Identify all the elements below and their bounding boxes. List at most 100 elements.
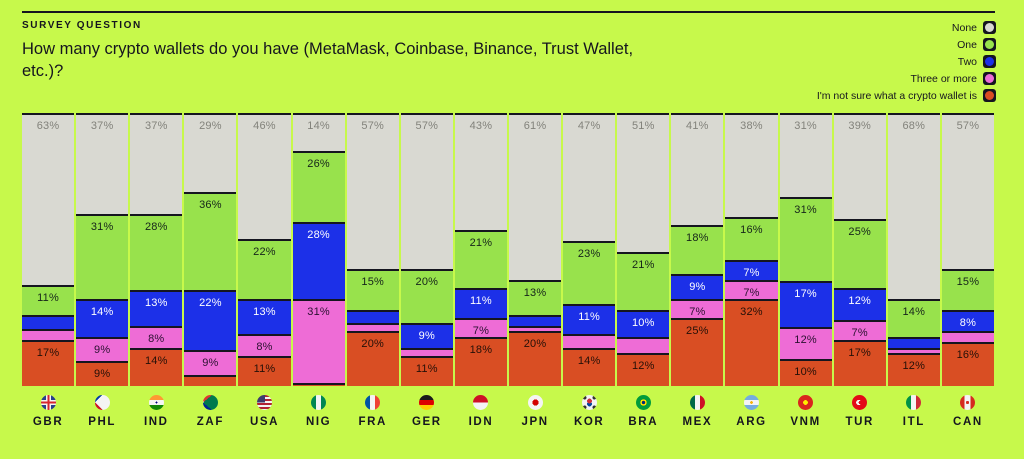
bar-value-label: 36%: [199, 199, 222, 212]
bar-segment-one: 20%: [400, 268, 453, 324]
vnm-flag-icon: [798, 394, 814, 410]
legend-label: I'm not sure what a crypto wallet is: [816, 89, 977, 102]
bar-value-label: 9%: [94, 368, 111, 381]
bar-segment-i-m-not-sure-what-a-crypto-wallet-is: 20%: [508, 331, 562, 386]
bar-segment-i-m-not-sure-what-a-crypto-wallet-is: 25%: [671, 317, 724, 386]
bar-column-ger: 57% 20% 9% 11% GER: [400, 113, 453, 428]
country-code-label: IND: [143, 416, 169, 428]
bar-value-label: 7%: [689, 305, 706, 318]
legend-label: None: [951, 21, 977, 34]
legend-swatch-one-icon: [983, 38, 996, 51]
bar-segment-none: 41%: [671, 113, 724, 225]
bar-value-label: 39%: [848, 120, 871, 132]
bar-stack: 31% 31% 17% 12% 10%: [779, 113, 832, 386]
bar-value-label: 9%: [418, 330, 435, 343]
ger-flag-icon: [419, 394, 435, 410]
bar-segment-one: 31%: [779, 196, 832, 281]
bar-column-bra: 51% 21% 10% 12% BRA: [617, 113, 670, 428]
bar-value-label: 25%: [848, 226, 871, 239]
bar-value-label: 16%: [956, 349, 980, 362]
bar-segment-three-or-more: 12%: [779, 326, 832, 359]
bar-segment-i-m-not-sure-what-a-crypto-wallet-is: 12%: [887, 353, 940, 386]
bar-value-label: 31%: [794, 120, 817, 132]
legend-item-i-m-not-sure-what-a-crypto-wallet-is: I'm not sure what a crypto wallet is: [817, 89, 996, 102]
bar-segment-one: 31%: [76, 214, 129, 299]
flag-wrap: [401, 394, 453, 410]
bar-value-label: 61%: [523, 120, 547, 132]
bar-value-label: 51%: [631, 120, 655, 132]
bar-value-label: 29%: [199, 120, 222, 132]
bar-segment-three-or-more: [941, 331, 994, 343]
bar-value-label: 11%: [415, 362, 438, 375]
bar-stack: 63% 11% 17%: [22, 113, 75, 386]
bar-stack: 57% 15% 20%: [346, 113, 399, 386]
bar-stack: 61% 13% 20%: [508, 113, 562, 386]
bar-segment-two: 17%: [779, 280, 832, 327]
bar-segment-i-m-not-sure-what-a-crypto-wallet-is: 16%: [941, 342, 994, 386]
survey-question-text: How many crypto wallets do you have (Met…: [22, 40, 634, 80]
bar-value-label: 57%: [361, 120, 385, 132]
bar-segment-i-m-not-sure-what-a-crypto-wallet-is: 9%: [76, 361, 129, 386]
bar-stack: 37% 31% 14% 9% 9%: [76, 113, 129, 386]
legend-item-none: None: [952, 21, 996, 34]
bar-segment-none: 57%: [346, 113, 399, 269]
country-code-label: JPN: [521, 416, 549, 428]
legend-swatch-dot: [985, 23, 994, 32]
bar-segment-one: 21%: [454, 230, 507, 288]
bar-value-label: 12%: [631, 360, 655, 373]
bar-value-label: 26%: [307, 158, 330, 171]
bar-segment-i-m-not-sure-what-a-crypto-wallet-is: 14%: [563, 347, 616, 386]
bar-value-label: 41%: [686, 120, 709, 132]
legend-swatch-three-or-more-icon: [983, 72, 996, 85]
tur-flag-icon: [852, 394, 868, 410]
bar-segment-one: 13%: [508, 279, 562, 315]
bar-segment-i-m-not-sure-what-a-crypto-wallet-is: 11%: [400, 355, 453, 386]
bar-value-label: 22%: [253, 245, 276, 258]
bar-value-label: 32%: [740, 305, 763, 318]
zaf-flag-icon: [202, 394, 218, 410]
bar-column-kor: 47% 23% 11% 14% KOR: [563, 113, 616, 428]
bar-segment-one: 22%: [238, 238, 291, 299]
bar-value-label: 57%: [956, 120, 980, 132]
bar-segment-three-or-more: 8%: [130, 325, 183, 348]
bar-value-label: 11%: [37, 291, 59, 304]
bar-segment-none: 63%: [22, 113, 75, 285]
bar-segment-one: 25%: [833, 219, 886, 288]
bar-stack: 51% 21% 10% 12%: [617, 113, 670, 386]
bar-segment-none: 57%: [941, 113, 994, 269]
bar-segment-one: 36%: [184, 192, 237, 291]
bar-stack: 41% 18% 9% 7% 25%: [671, 113, 724, 386]
bar-segment-one: 23%: [563, 241, 616, 305]
bar-value-label: 14%: [144, 354, 168, 367]
idn-flag-icon: [473, 394, 489, 410]
bar-segment-one: 14%: [887, 298, 940, 337]
bar-segment-three-or-more: [887, 347, 940, 354]
bar-value-label: 12%: [902, 360, 926, 373]
phl-flag-icon: [94, 394, 110, 410]
legend-item-three-or-more: Three or more: [910, 72, 996, 85]
bar-value-label: 15%: [956, 275, 980, 288]
bar-value-label: 11%: [470, 294, 492, 307]
bar-stack: 29% 36% 22% 9%: [184, 113, 237, 386]
flag-wrap: [509, 394, 561, 410]
bar-segment-three-or-more: 7%: [454, 317, 507, 337]
bar-segment-one: 28%: [130, 214, 183, 291]
bar-segment-three-or-more: 31%: [292, 298, 345, 384]
flag-wrap: [780, 394, 832, 410]
bar-segment-one: 18%: [671, 224, 724, 275]
bar-stack: 57% 20% 9% 11%: [400, 113, 453, 386]
header: SURVEY QUESTION How many crypto wallets …: [22, 20, 702, 82]
bar-value-label: 47%: [577, 120, 601, 132]
bar-value-label: 11%: [253, 362, 276, 375]
legend-swatch-dot: [985, 40, 994, 49]
bar-value-label: 13%: [144, 297, 168, 310]
country-code-label: VNM: [790, 416, 821, 428]
bar-value-label: 10%: [794, 365, 817, 378]
bra-flag-icon: [635, 394, 651, 410]
bar-segment-none: 47%: [563, 113, 616, 242]
flag-wrap: [942, 394, 994, 410]
legend-swatch-i-m-not-sure-what-a-crypto-wallet-is-icon: [983, 89, 996, 102]
bar-segment-none: 43%: [454, 113, 507, 231]
bar-value-label: 12%: [848, 294, 871, 307]
bar-segment-one: 11%: [22, 284, 75, 315]
